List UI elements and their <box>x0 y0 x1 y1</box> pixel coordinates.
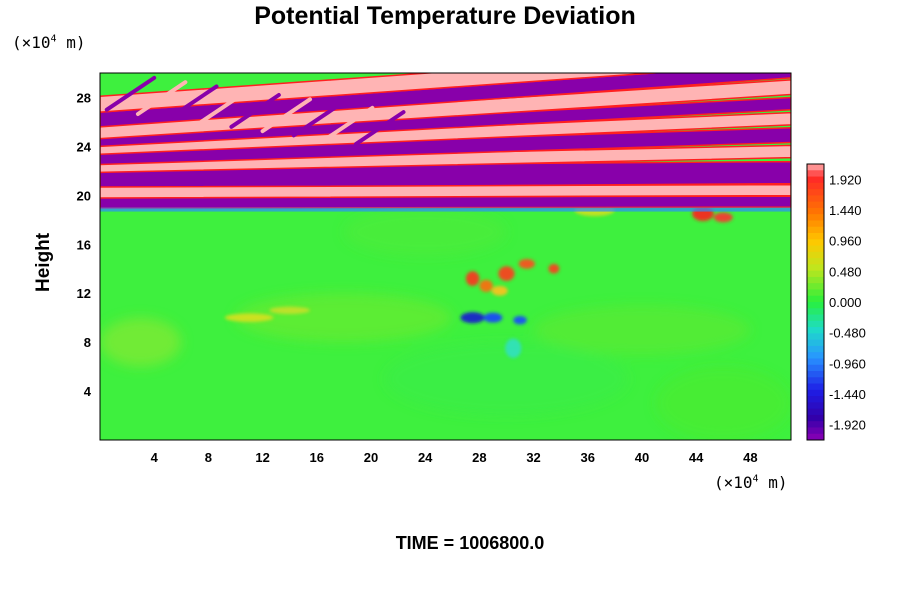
y-tick-label: 12 <box>77 286 91 301</box>
colorbar: 1.920 1.440 0.960 0.480 0.000 -0.480 -0.960 -1.… <box>806 163 866 441</box>
plot-frame <box>99 72 792 441</box>
x-tick-label: 20 <box>364 450 378 465</box>
y-tick-label: 4 <box>84 384 92 399</box>
colorbar-tick-label: -0.480 <box>829 326 866 341</box>
colorbar-segment <box>807 207 824 215</box>
colorbar-tick-label: -1.440 <box>829 387 866 402</box>
colorbar-tick-label: -1.920 <box>829 418 866 433</box>
y-tick-label: 16 <box>77 237 91 252</box>
y-tick-label: 28 <box>77 90 91 105</box>
colorbar-segment <box>807 345 824 353</box>
colorbar-segment <box>807 226 824 234</box>
x-tick-label: 12 <box>255 450 269 465</box>
colorbar-segment <box>807 245 824 253</box>
colorbar-tick-label: 1.440 <box>829 203 862 218</box>
colorbar-segment <box>807 339 824 347</box>
colorbar-segment <box>807 383 824 391</box>
colorbar-segment <box>807 396 824 403</box>
colorbar-segment <box>807 352 824 359</box>
colorbar-segment <box>807 251 824 259</box>
x-tick-label: 8 <box>205 450 212 465</box>
colorbar-tick-label: -0.960 <box>829 356 866 371</box>
colorbar-segment <box>807 389 824 397</box>
colorbar-segment <box>807 276 824 284</box>
colorbar-segment <box>807 283 824 290</box>
colorbar-segment <box>807 327 824 334</box>
x-tick-label: 24 <box>418 450 433 465</box>
colorbar-segment <box>807 333 824 341</box>
colorbar-segment <box>807 414 824 422</box>
x-tick-label: 44 <box>689 450 704 465</box>
colorbar-segment <box>807 189 824 196</box>
colorbar-segment <box>807 220 824 228</box>
colorbar-segment <box>807 214 824 221</box>
colorbar-segment <box>807 408 824 416</box>
colorbar-segment <box>807 421 824 428</box>
colorbar-tick-label: 0.480 <box>829 264 862 279</box>
y-tick-label: 8 <box>84 335 91 350</box>
colorbar-segment <box>807 308 824 316</box>
colorbar-segment <box>807 239 824 247</box>
colorbar-segment <box>807 358 824 366</box>
colorbar-segment <box>807 270 824 278</box>
colorbar-segment <box>807 320 824 328</box>
colorbar-tick-label: 0.960 <box>829 234 862 249</box>
x-tick-label: 40 <box>635 450 649 465</box>
colorbar-segment <box>807 176 824 184</box>
colorbar-segment <box>807 258 824 265</box>
x-tick-label: 16 <box>310 450 324 465</box>
heatmap-field <box>100 73 791 440</box>
colorbar-segment <box>807 264 824 272</box>
colorbar-segment <box>807 314 824 322</box>
x-tick-label: 4 <box>151 450 159 465</box>
y-tick-label: 20 <box>77 188 91 203</box>
chart-title: Potential Temperature Deviation <box>254 2 636 30</box>
x-axis-unit: (×104 m) <box>714 473 788 492</box>
colorbar-segment <box>807 195 824 203</box>
colorbar-segment <box>807 182 824 190</box>
x-tick-label: 32 <box>526 450 540 465</box>
colorbar-segment <box>807 164 824 171</box>
colorbar-tick-label: 0.000 <box>829 295 862 310</box>
colorbar-segment <box>807 302 824 309</box>
x-tick-label: 48 <box>743 450 757 465</box>
colorbar-segment <box>807 295 824 303</box>
colorbar-segment <box>807 289 824 297</box>
y-tick-label: 24 <box>77 139 92 154</box>
colorbar-tick-label: 1.920 <box>829 172 862 187</box>
time-label: TIME = 1006800.0 <box>395 533 545 553</box>
colorbar-segment <box>807 433 824 441</box>
colorbar-segment <box>807 233 824 240</box>
colorbar-segment <box>807 377 824 385</box>
y-axis-unit: (×104 m) <box>12 33 86 52</box>
colorbar-segment <box>807 364 824 372</box>
colorbar-segment <box>807 427 824 435</box>
colorbar-segment <box>807 170 824 178</box>
colorbar-segment <box>807 201 824 209</box>
x-tick-label: 28 <box>472 450 486 465</box>
colorbar-segment <box>807 402 824 410</box>
colorbar-segment <box>807 371 824 378</box>
x-tick-label: 36 <box>581 450 595 465</box>
